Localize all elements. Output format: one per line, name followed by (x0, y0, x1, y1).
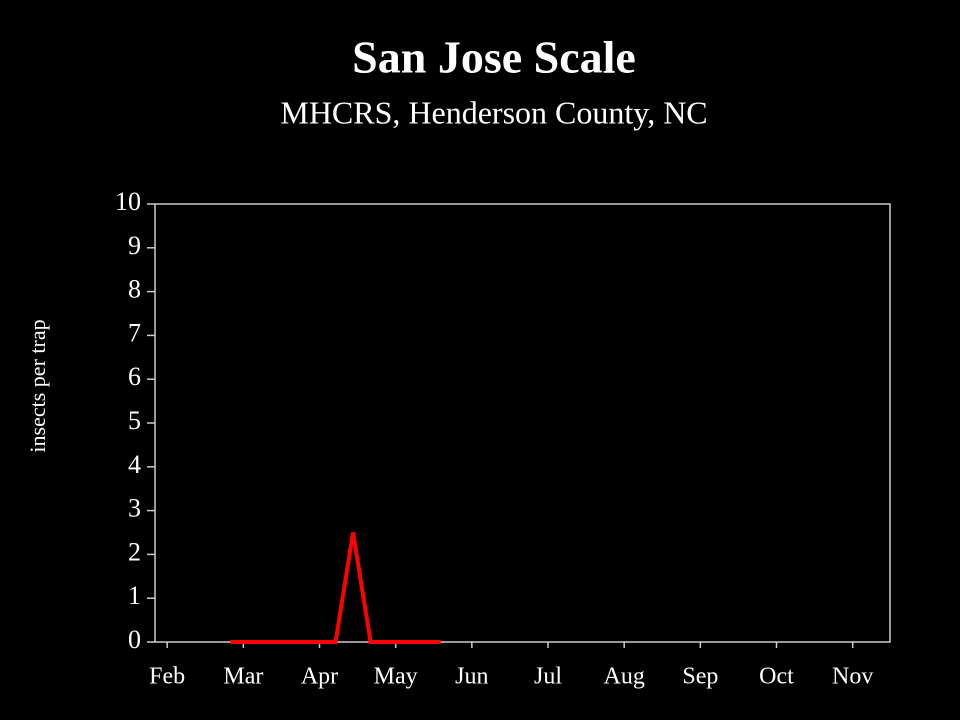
y-tick-label: 4 (128, 450, 141, 479)
x-tick-label: Oct (759, 664, 794, 690)
y-tick-label: 7 (128, 318, 141, 347)
y-tick-label: 5 (128, 406, 141, 435)
y-tick-label: 10 (115, 187, 141, 216)
x-tick-label: Nov (832, 664, 873, 690)
x-tick-label: Apr (301, 664, 338, 690)
x-tick-label: May (374, 664, 418, 690)
x-tick-label: Aug (604, 664, 645, 690)
data-line (230, 532, 441, 644)
x-tick-label: Sep (682, 664, 718, 690)
chart-title: San Jose Scale (352, 32, 636, 83)
y-tick-label: 3 (128, 494, 141, 523)
x-tick-label: Mar (223, 664, 263, 690)
y-tick-label: 8 (128, 275, 141, 304)
x-tick-label: Jun (455, 664, 488, 690)
y-tick-label: 9 (128, 231, 141, 260)
y-axis-label: insects per trap (25, 319, 50, 452)
plot-frame (154, 203, 891, 643)
y-tick-label: 1 (128, 581, 141, 610)
x-tick-label: Feb (149, 664, 185, 690)
chart-subtitle: MHCRS, Henderson County, NC (280, 94, 707, 130)
y-tick-label: 0 (128, 625, 141, 654)
y-tick-label: 6 (128, 362, 141, 391)
x-tick-label: Jul (534, 664, 562, 690)
y-tick-label: 2 (128, 537, 141, 566)
